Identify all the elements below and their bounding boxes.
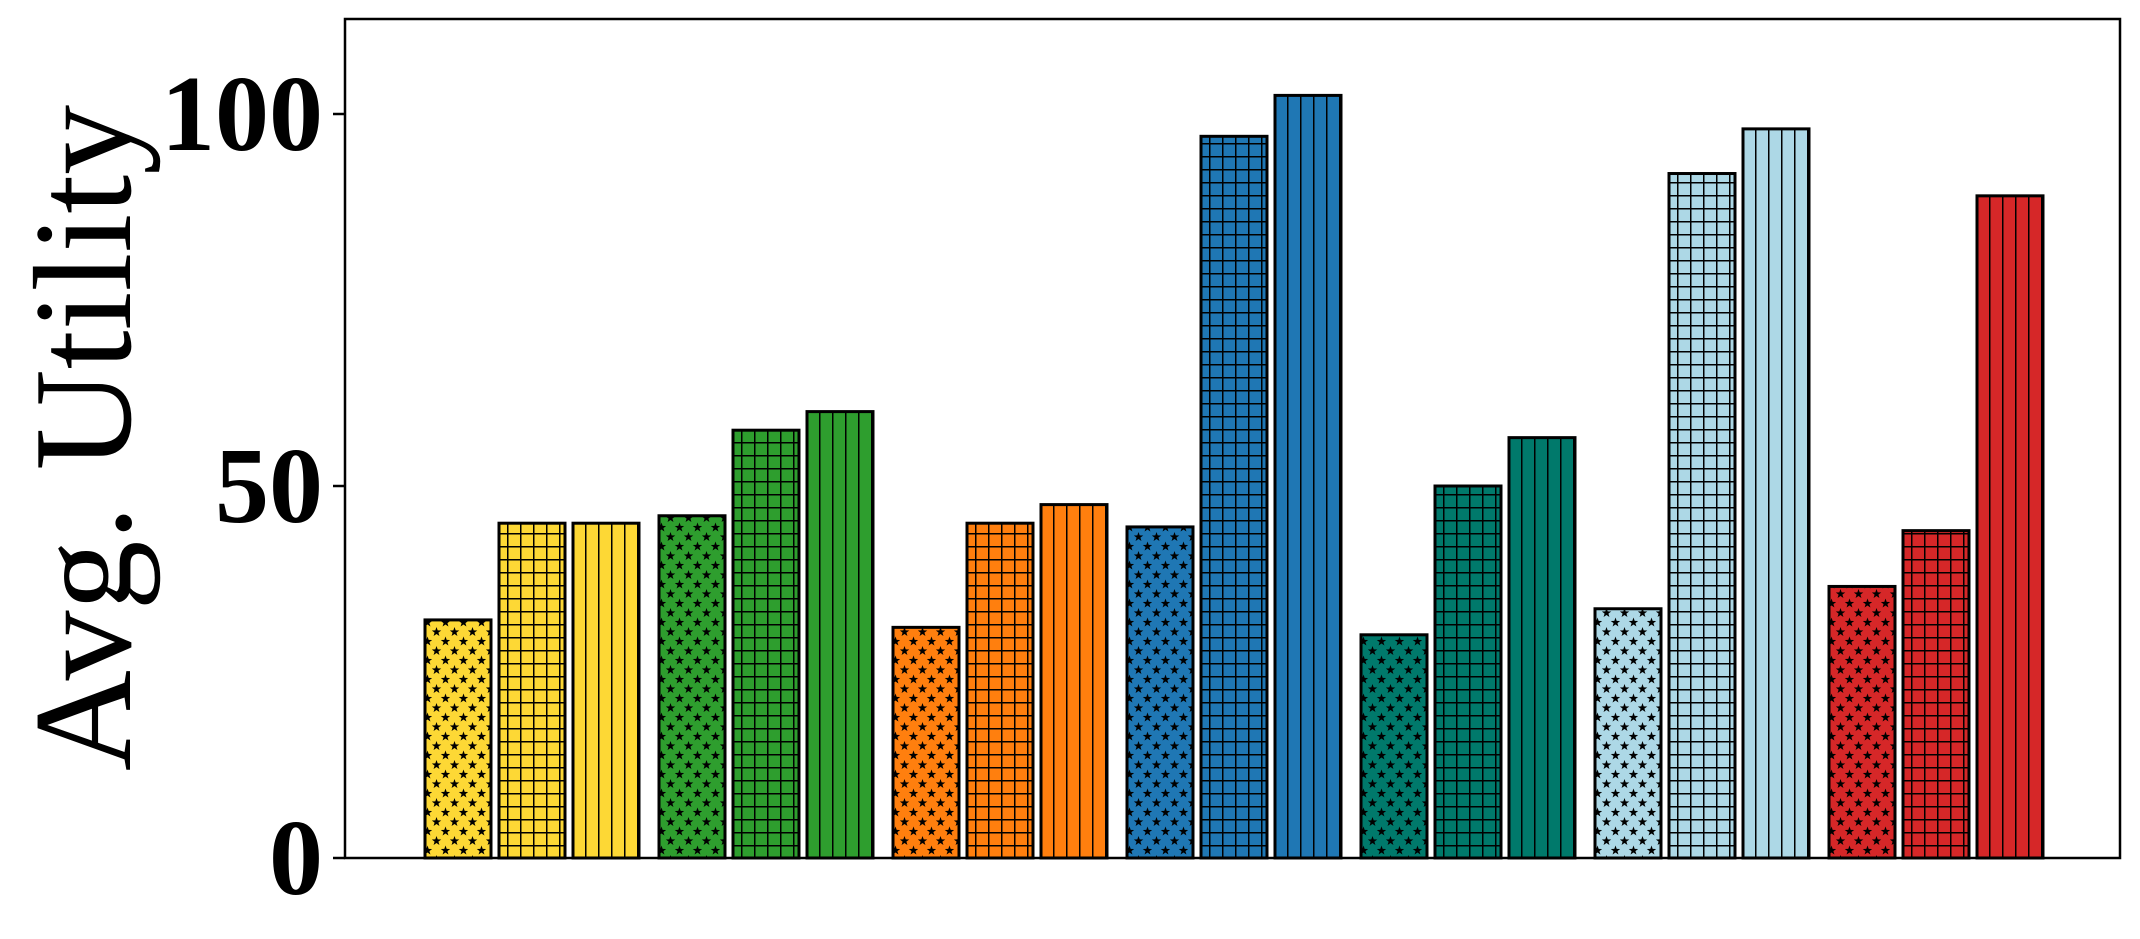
- bar-group-7-stars: [1827, 584, 1897, 860]
- bar-group-3-grid: [965, 521, 1035, 860]
- bar-group-7-grid: [1901, 529, 1971, 860]
- y-tick-label: 50: [215, 427, 323, 546]
- bar-group-1-vertical-lines: [571, 521, 641, 860]
- bars-layer: [423, 93, 2045, 860]
- bar-group-3-stars: [891, 625, 961, 860]
- bar-group-6-vertical-lines: [1741, 127, 1811, 860]
- bar-group-2-grid: [731, 428, 801, 860]
- bar-group-1-stars: [423, 618, 493, 860]
- y-axis: 0 50 100: [161, 55, 345, 918]
- bar-group-7-vertical-lines: [1975, 194, 2045, 860]
- bar-group-1-grid: [497, 521, 567, 860]
- bar-group-4-stars: [1125, 525, 1195, 860]
- plot-frame: [343, 17, 2122, 860]
- bar-group-4-grid: [1199, 134, 1269, 860]
- bar-group-6-stars: [1593, 607, 1663, 860]
- bar-group-5-vertical-lines: [1507, 436, 1577, 860]
- bar-group-3-vertical-lines: [1039, 503, 1109, 860]
- bar-group-2-stars: [657, 514, 727, 860]
- y-tick-label: 0: [269, 799, 323, 918]
- y-axis-label: Avg. Utility: [6, 105, 161, 771]
- y-tick-label: 100: [161, 55, 323, 174]
- bar-group-6-grid: [1667, 172, 1737, 860]
- bar-group-2-vertical-lines: [805, 410, 875, 860]
- bar-group-5-stars: [1359, 633, 1429, 860]
- bar-group-4-vertical-lines: [1273, 93, 1343, 860]
- bar-group-5-grid: [1433, 484, 1503, 860]
